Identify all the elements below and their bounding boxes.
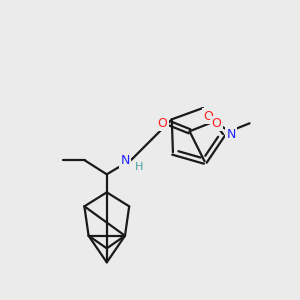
Text: O: O (203, 110, 213, 123)
Text: O: O (212, 117, 221, 130)
Text: N: N (226, 128, 236, 140)
Text: N: N (120, 154, 130, 167)
Text: O: O (158, 117, 167, 130)
Text: H: H (135, 162, 143, 172)
